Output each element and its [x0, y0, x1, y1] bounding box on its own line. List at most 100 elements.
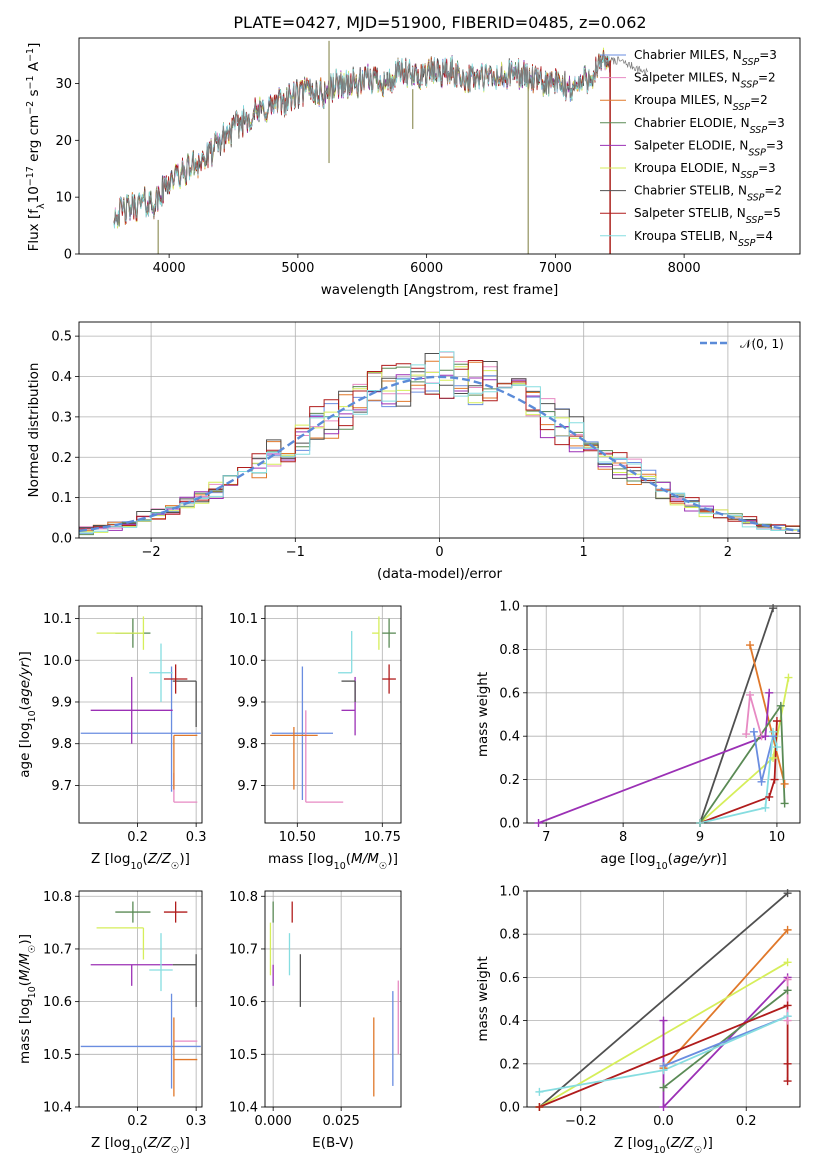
y-tick-label: 10.4 [43, 1101, 72, 1116]
y-tick-label: 9.9 [51, 695, 72, 710]
y-tick-label: 10.4 [229, 1101, 258, 1116]
x-axis-label: mass [log10(M/M☉)] [268, 851, 398, 872]
y-tick-label: 10.8 [43, 890, 72, 905]
y-tick-label: 9.9 [237, 695, 258, 710]
y-tick-label: 10 [55, 191, 72, 206]
y-tick-label: 0.6 [499, 686, 520, 701]
x-tick-label: 7000 [539, 261, 572, 276]
axes-frame [264, 605, 402, 824]
weight-marker [783, 1059, 792, 1068]
legend-entry: Salpeter STELIB, NSSP=5 [634, 206, 781, 226]
x-tick-label: 0.2 [127, 1114, 148, 1129]
spectrum-legend: Chabrier MILES, NSSP=3 Salpeter MILES, NS… [600, 48, 785, 248]
y-tick-label: 0.8 [499, 928, 520, 943]
weight-marker [769, 727, 778, 736]
legend-entry: Chabrier ELODIE, NSSP=3 [634, 116, 785, 136]
y-tick-label: 10.5 [43, 1048, 72, 1063]
weight-marker [784, 673, 793, 682]
weight-marker [772, 717, 781, 726]
y-tick-label: 10.8 [229, 890, 258, 905]
y-tick-label: 0.4 [51, 370, 72, 385]
weight-marker [742, 730, 751, 739]
weight-marker [765, 688, 774, 697]
x-tick-label: 10.50 [279, 830, 316, 845]
residual-legend: 𝒩(0, 1) [700, 337, 784, 351]
y-axis-label: Flux [fλ10−17 erg cm−2 s−1 A−1] [25, 43, 47, 252]
y-tick-label: 0.4 [499, 730, 520, 745]
axes-age_vs_Z: 0.2 0.3 9.7 9.8 9.9 10.0 10.1 Z [log10(Z/Z☉)] ag… [17, 605, 207, 872]
x-tick-label: −1 [286, 545, 305, 560]
weight-marker [776, 701, 785, 710]
x-tick-label: 10 [769, 830, 786, 845]
y-tick-label: 0.3 [51, 410, 72, 425]
weight-line [539, 1004, 789, 1107]
weight-marker [746, 690, 755, 699]
legend-entry: Kroupa ELODIE, NSSP=3 [634, 161, 776, 181]
weight-marker [783, 975, 792, 984]
y-tick-label: 10.7 [229, 942, 258, 957]
legend-entry: Chabrier MILES, NSSP=3 [634, 48, 777, 68]
axes-residuals: −2 −1 0 1 2 0.0 0.1 0.2 0.3 0.4 0.5 𝒩(0, 1) (data-mo… [26, 321, 801, 582]
weight-marker [772, 743, 781, 752]
y-axis-label: mass weight [475, 672, 491, 757]
x-tick-label: 5000 [281, 261, 314, 276]
legend-entry: Salpeter MILES, NSSP=2 [634, 71, 776, 91]
weight-marker [783, 1016, 792, 1025]
y-tick-label: 0.0 [499, 1101, 520, 1116]
weight-marker [659, 1016, 668, 1025]
spectrum-data-tail [610, 56, 649, 76]
plot-area-spectrum [113, 40, 649, 254]
weight-line [538, 892, 789, 1107]
weight-marker [780, 799, 789, 808]
plot-area-mass_vs_EBV [269, 901, 399, 1097]
weight-line [699, 731, 778, 823]
weight-marker [783, 986, 792, 995]
weight-marker [783, 889, 792, 898]
y-tick-label: 10.0 [229, 654, 258, 669]
y-tick-label: 10.1 [43, 612, 72, 627]
weight-line [662, 989, 789, 1089]
y-tick-label: 0.2 [499, 773, 520, 788]
y-tick-label: 0.2 [499, 1057, 520, 1072]
x-tick-label: 2 [724, 545, 732, 560]
x-tick-label: 0.3 [186, 830, 207, 845]
plot-area-age_vs_mass [270, 616, 396, 803]
y-axis-label: mass weight [475, 956, 491, 1041]
x-tick-label: 0.000 [255, 1114, 292, 1129]
axes-mass_vs_Z: 0.2 0.3 10.4 10.5 10.6 10.7 10.8 Z [log10(Z/Z☉)… [17, 890, 206, 1156]
weight-marker [749, 727, 758, 736]
y-tick-label: 1.0 [499, 600, 520, 615]
y-tick-label: 0.8 [499, 643, 520, 658]
x-tick-label: −2 [142, 545, 161, 560]
y-tick-label: 0.2 [51, 451, 72, 466]
x-tick-label: 8000 [668, 261, 701, 276]
weight-line [662, 976, 789, 1107]
weight-marker [765, 792, 774, 801]
plot-area-residuals [79, 351, 800, 536]
x-axis-label: Z [log10(Z/Z☉)] [91, 1135, 190, 1156]
y-axis-label: mass [log10(M/M☉)] [17, 934, 38, 1064]
y-tick-label: 10.1 [229, 612, 258, 627]
plot-area-mass_vs_Z [80, 901, 201, 1097]
weight-line [699, 607, 774, 823]
weight-marker [769, 753, 778, 762]
x-tick-label: 4000 [153, 261, 186, 276]
y-tick-label: 9.8 [51, 737, 72, 752]
weight-marker [769, 604, 778, 613]
x-tick-label: 0.025 [323, 1114, 360, 1129]
y-tick-label: 0.6 [499, 971, 520, 986]
y-tick-label: 0.1 [51, 491, 72, 506]
weight-marker [659, 1083, 668, 1092]
y-tick-label: 0.0 [499, 817, 520, 832]
axes-spectrum: 4000 5000 6000 7000 8000 0 10 20 30 Chabrier MILE… [25, 37, 801, 298]
axes-mass_vs_EBV: 0.000 0.025 10.4 10.5 10.6 10.7 10.8 E(B-V) [229, 890, 402, 1151]
weight-marker [770, 775, 779, 784]
weight-marker [535, 1087, 544, 1096]
axes-frame [264, 890, 402, 1108]
x-axis-label: age [log10(age/yr)] [600, 851, 726, 872]
y-tick-label: 1.0 [499, 885, 520, 900]
weight-marker [783, 958, 792, 967]
weight-marker [746, 641, 755, 650]
